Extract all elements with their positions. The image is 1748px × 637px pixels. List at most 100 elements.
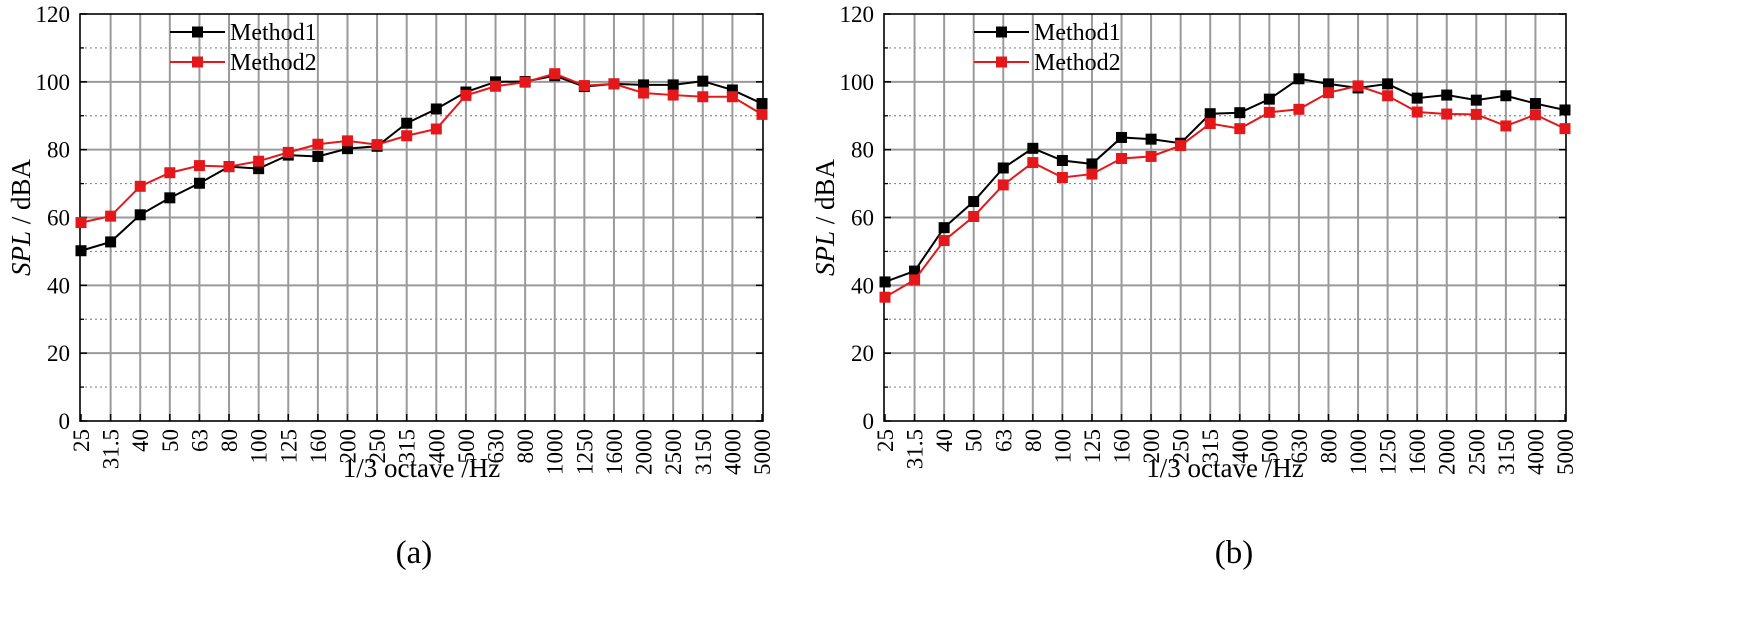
series-method2: [879, 80, 1571, 303]
data-point: [193, 177, 205, 189]
x-tick-label: 63: [991, 429, 1016, 452]
series-method1: [75, 70, 768, 257]
data-point: [938, 222, 950, 234]
data-point: [1027, 157, 1039, 169]
data-point: [608, 78, 620, 90]
data-point: [1322, 78, 1334, 90]
x-axis-title: 1/3 octave /Hz: [1146, 453, 1303, 483]
y-tick-label: 0: [863, 409, 875, 434]
data-point: [312, 138, 324, 150]
data-point: [1145, 133, 1157, 145]
x-tick-label: 4000: [720, 429, 745, 475]
x-tick-label: 4000: [1523, 429, 1548, 475]
legend-marker: [996, 56, 1007, 68]
data-point: [1500, 90, 1512, 102]
x-tick-label: 500: [1257, 429, 1282, 464]
data-point: [697, 91, 709, 103]
data-point: [164, 192, 176, 204]
data-point: [134, 209, 146, 221]
legend: Method1 Method2: [170, 20, 317, 76]
data-point: [968, 210, 980, 222]
x-tick-label: 100: [247, 429, 272, 464]
data-point: [1441, 108, 1453, 120]
data-point: [638, 87, 650, 99]
data-point: [401, 117, 413, 129]
y-tick-label: 0: [59, 409, 71, 434]
y-tick-label: 20: [47, 341, 70, 366]
legend-marker: [996, 26, 1007, 38]
data-point: [1175, 140, 1187, 152]
x-tick-label: 50: [158, 429, 183, 452]
data-point: [519, 76, 531, 88]
data-point: [1382, 78, 1394, 90]
legend-label: Method1: [1034, 20, 1121, 46]
data-point: [697, 75, 709, 87]
data-point: [1234, 107, 1246, 119]
data-point: [1382, 90, 1394, 102]
x-tick-label: 200: [335, 429, 360, 464]
grid: [80, 14, 763, 421]
x-tick-label: 63: [187, 429, 212, 452]
data-point: [1056, 171, 1068, 183]
data-point: [667, 79, 679, 91]
data-point: [1293, 73, 1305, 85]
data-point: [312, 150, 324, 162]
x-tick-label: 630: [1287, 429, 1312, 464]
data-point: [638, 79, 650, 91]
data-point: [1529, 98, 1541, 110]
data-point: [938, 235, 950, 247]
y-axis-title: SPL / dBA: [6, 158, 36, 276]
data-point: [578, 80, 590, 92]
x-tick-label: 800: [1316, 429, 1341, 464]
data-point: [134, 180, 146, 192]
panel-caption: (a): [396, 535, 433, 571]
data-point: [726, 91, 738, 103]
x-tick-label: 1250: [1376, 429, 1401, 475]
x-tick-label: 160: [306, 429, 331, 464]
data-point: [430, 103, 442, 115]
x-tick-label: 100: [1050, 429, 1075, 464]
legend-marker: [192, 26, 203, 38]
x-tick-label: 2500: [661, 429, 686, 475]
data-point: [1086, 158, 1098, 170]
y-axis-title: SPL / dBA: [810, 158, 840, 276]
data-point: [1529, 109, 1541, 121]
data-point: [1145, 150, 1157, 162]
data-point: [1293, 103, 1305, 115]
y-tick-label: 20: [851, 341, 874, 366]
y-tick-label: 60: [851, 206, 874, 231]
y-tick-label: 40: [851, 273, 874, 298]
x-tick-label: 1600: [1405, 429, 1430, 475]
y-tick-label: 60: [47, 206, 70, 231]
data-point: [430, 123, 442, 135]
series-method2: [75, 68, 768, 229]
data-point: [164, 167, 176, 179]
data-point: [1234, 123, 1246, 135]
x-tick-label: 125: [1080, 429, 1105, 464]
x-tick-label: 250: [365, 429, 390, 464]
data-point: [341, 135, 353, 147]
series-line: [884, 84, 1566, 299]
data-point: [1056, 155, 1068, 167]
x-tick-label: 2000: [632, 429, 657, 475]
data-point: [1470, 94, 1482, 106]
y-tick-label: 100: [840, 70, 875, 95]
data-point: [756, 108, 768, 120]
data-point: [401, 130, 413, 142]
data-point: [968, 196, 980, 208]
data-point: [997, 162, 1009, 174]
x-tick-label: 40: [128, 429, 153, 452]
x-tick-label: 50: [962, 429, 987, 452]
data-point: [549, 68, 561, 80]
legend-marker: [192, 56, 203, 68]
grid: [884, 14, 1566, 421]
data-point: [667, 89, 679, 101]
data-point: [75, 217, 87, 229]
data-point: [1263, 106, 1275, 118]
x-tick-label: 2500: [1464, 429, 1489, 475]
data-point: [1086, 168, 1098, 180]
data-point: [371, 139, 383, 151]
